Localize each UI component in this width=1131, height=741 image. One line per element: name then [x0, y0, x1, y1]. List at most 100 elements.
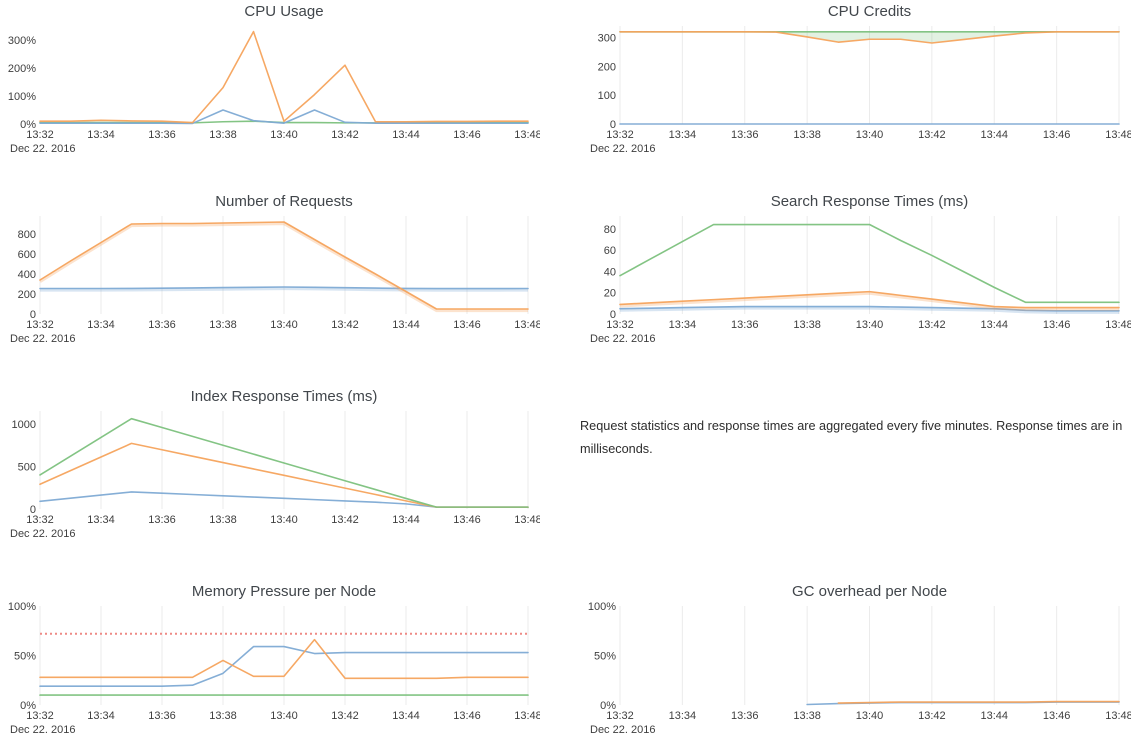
- x-axis-tick-label: 13:46: [453, 514, 481, 526]
- y-axis-tick-label: 400: [18, 269, 36, 281]
- x-axis-tick-label: 13:42: [331, 319, 359, 331]
- x-axis-tick-label: 13:44: [392, 514, 420, 526]
- y-axis-tick-label: 500: [18, 461, 36, 473]
- y-axis-tick-label: 200: [18, 289, 36, 301]
- x-axis-date-label: Dec 22. 2016: [590, 724, 655, 736]
- chart-canvas: CPU Usage 0% 100% 200% 300% 13:32 13:34 13:36 13…: [8, 3, 542, 155]
- series-orange-line: [39, 221, 529, 310]
- x-axis-tick-label: 13:40: [856, 319, 884, 331]
- chart-canvas: Number of Requests 0 200 400 600 800 13:32 13:3…: [10, 193, 542, 345]
- x-axis-tick-label: 13:38: [209, 129, 237, 141]
- y-axis-tick-label: 100: [598, 90, 616, 102]
- chart-cpu-usage: CPU Usage 0% 100% 200% 300% 13:32 13:34 13:36 13…: [0, 0, 542, 160]
- series-green-line: [39, 417, 529, 508]
- x-axis-tick-label: 13:42: [331, 710, 359, 722]
- x-axis-tick-label: 13:46: [453, 710, 481, 722]
- chart-number-of-requests: Number of Requests 0 200 400 600 800 13:32 13:3…: [0, 190, 542, 350]
- x-axis-tick-label: 13:46: [1043, 710, 1071, 722]
- series-orange-line: [619, 30, 1120, 44]
- x-axis-tick-label: 13:42: [331, 129, 359, 141]
- chart-cpu-credits: CPU Credits 0 100 200 300 13:32 13:34 13:36 13:3…: [580, 0, 1131, 160]
- chart-canvas: Search Response Times (ms) 0 20 40 60 80 13:32…: [590, 193, 1131, 345]
- x-axis-tick-label: 13:38: [209, 514, 237, 526]
- series-fill-area: [620, 31, 1119, 44]
- y-axis-tick-label: 40: [604, 266, 616, 278]
- x-axis-tick-label: 13:38: [793, 710, 821, 722]
- chart-title: CPU Credits: [828, 3, 911, 20]
- y-axis-tick-label: 300: [598, 33, 616, 45]
- series-blue-line: [39, 109, 529, 125]
- x-axis-tick-label: 13:44: [392, 129, 420, 141]
- x-axis-tick-label: 13:48: [1105, 710, 1131, 722]
- y-axis-tick-label: 1000: [12, 419, 36, 431]
- x-axis-tick-label: 13:42: [331, 514, 359, 526]
- x-axis-tick-label: 13:48: [1105, 319, 1131, 331]
- x-axis-tick-label: 13:40: [856, 710, 884, 722]
- chart-canvas: Index Response Times (ms) 0 500 1000 13:32 13…: [10, 388, 542, 540]
- x-axis-tick-label: 13:40: [856, 129, 884, 141]
- y-axis-tick-label: 100%: [8, 91, 36, 103]
- x-axis-tick-label: 13:32: [606, 319, 634, 331]
- x-axis-tick-label: 13:32: [26, 129, 54, 141]
- y-axis-tick-label: 200: [598, 61, 616, 73]
- x-axis-tick-label: 13:36: [148, 319, 176, 331]
- chart-search-response-times: Search Response Times (ms) 0 20 40 60 80 13:32…: [580, 190, 1131, 350]
- y-axis-tick-label: 50%: [14, 651, 36, 663]
- chart-title: Index Response Times (ms): [191, 388, 378, 405]
- y-axis-tick-label: 0: [610, 309, 616, 321]
- y-axis-tick-label: 300%: [8, 35, 36, 47]
- chart-canvas: Memory Pressure per Node 0% 50% 100% 13:32 13…: [8, 583, 542, 736]
- chart-title: Number of Requests: [215, 193, 353, 210]
- y-axis-tick-label: 0%: [20, 700, 36, 712]
- x-axis-tick-label: 13:32: [606, 710, 634, 722]
- x-axis-tick-label: 13:44: [980, 319, 1008, 331]
- x-axis-tick-label: 13:34: [87, 129, 115, 141]
- y-axis-tick-label: 200%: [8, 63, 36, 75]
- x-axis-tick-label: 13:46: [1043, 129, 1071, 141]
- series-blue-halo: [619, 306, 1119, 314]
- y-axis-tick-label: 600: [18, 249, 36, 261]
- x-axis-tick-label: 13:48: [514, 319, 540, 331]
- x-axis-tick-label: 13:46: [453, 319, 481, 331]
- y-axis-tick-label: 800: [18, 229, 36, 241]
- y-axis-tick-label: 100%: [588, 601, 616, 613]
- series-blue-halo: [40, 286, 529, 292]
- chart-index-response-times: Index Response Times (ms) 0 500 1000 13:32 13…: [0, 385, 542, 545]
- y-axis-tick-label: 50%: [594, 651, 616, 663]
- x-axis-tick-label: 13:42: [918, 129, 946, 141]
- x-axis-tick-label: 13:36: [148, 129, 176, 141]
- y-axis-tick-label: 60: [604, 245, 616, 257]
- chart-title: Search Response Times (ms): [771, 193, 969, 210]
- x-axis-tick-label: 13:46: [1043, 319, 1071, 331]
- chart-gc-overhead-per-node: GC overhead per Node 0% 50% 100% 13:32 13:34 1…: [580, 580, 1131, 741]
- x-axis-tick-label: 13:34: [87, 710, 115, 722]
- series-orange-halo: [39, 221, 528, 313]
- series-orange-line: [39, 638, 529, 680]
- series-blue-line: [619, 305, 1120, 312]
- y-axis-tick-label: 20: [604, 288, 616, 300]
- x-axis-tick-label: 13:44: [980, 129, 1008, 141]
- x-axis-tick-label: 13:38: [209, 319, 237, 331]
- x-axis-tick-label: 13:34: [669, 319, 697, 331]
- x-axis-tick-label: 13:32: [26, 710, 54, 722]
- y-axis-tick-label: 0: [30, 504, 36, 516]
- x-axis-date-label: Dec 22. 2016: [10, 143, 75, 155]
- x-axis-tick-label: 13:34: [669, 129, 697, 141]
- x-axis-tick-label: 13:40: [270, 129, 298, 141]
- series-orange-line: [39, 30, 529, 124]
- y-axis-tick-label: 100%: [8, 601, 36, 613]
- x-axis-tick-label: 13:36: [731, 319, 759, 331]
- series-blue-line: [39, 286, 529, 290]
- chart-memory-pressure-per-node: Memory Pressure per Node 0% 50% 100% 13:32 13…: [0, 580, 542, 741]
- x-axis-tick-label: 13:32: [26, 319, 54, 331]
- x-axis-date-label: Dec 22. 2016: [10, 333, 75, 345]
- x-axis-tick-label: 13:38: [793, 129, 821, 141]
- series-blue-line: [39, 645, 529, 687]
- y-axis-tick-label: 0: [30, 309, 36, 321]
- aggregation-note: Request statistics and response times ar…: [580, 418, 1123, 456]
- x-axis-tick-label: 13:44: [980, 710, 1008, 722]
- x-axis-tick-label: 13:42: [918, 319, 946, 331]
- chart-canvas: CPU Credits 0 100 200 300 13:32 13:34 13:36 13:3…: [590, 3, 1131, 155]
- x-axis-tick-label: 13:36: [731, 129, 759, 141]
